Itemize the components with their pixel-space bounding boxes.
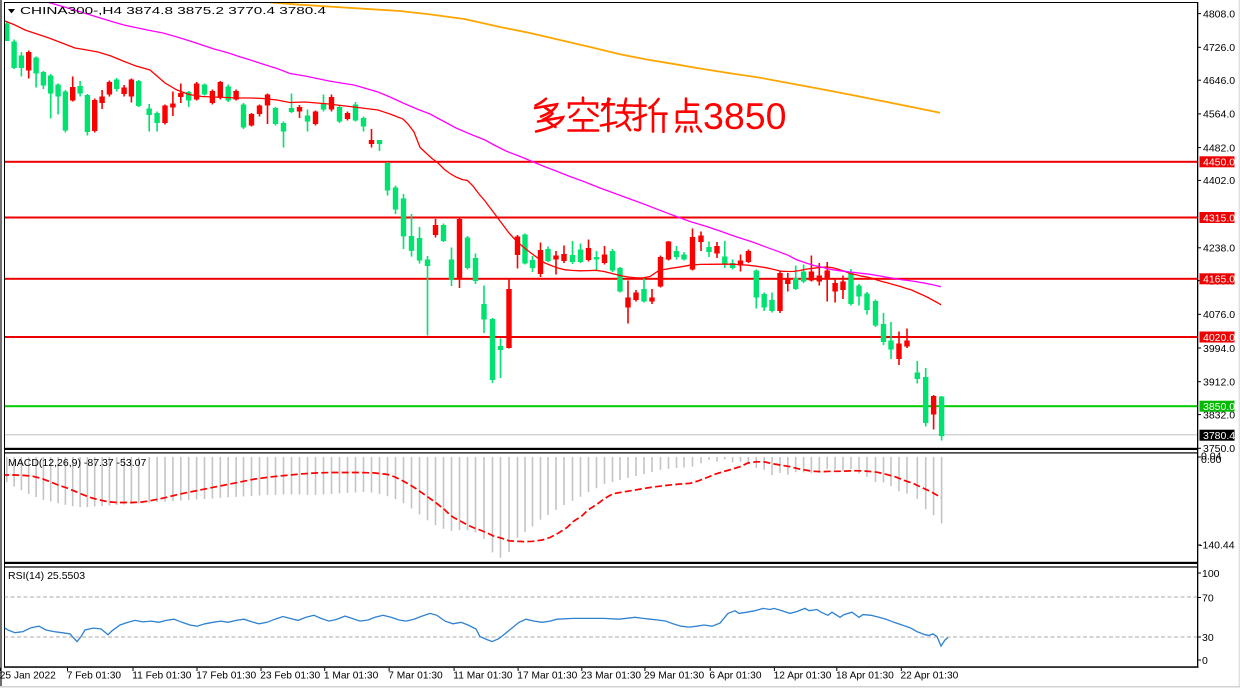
svg-text:17 Mar 01:30: 17 Mar 01:30 <box>517 671 577 682</box>
svg-text:23 Feb 01:30: 23 Feb 01:30 <box>260 671 320 682</box>
svg-text:RSI(14) 25.5503: RSI(14) 25.5503 <box>8 570 85 582</box>
svg-text:4402.0: 4402.0 <box>1203 175 1235 187</box>
svg-text:7 Feb 01:30: 7 Feb 01:30 <box>67 671 122 682</box>
svg-text:22 Apr 01:30: 22 Apr 01:30 <box>901 671 959 682</box>
svg-text:7 Mar 01:30: 7 Mar 01:30 <box>388 671 443 682</box>
svg-text:3994.0: 3994.0 <box>1203 343 1235 355</box>
svg-text:23 Mar 01:30: 23 Mar 01:30 <box>581 671 641 682</box>
svg-text:4076.0: 4076.0 <box>1203 309 1235 321</box>
svg-text:12 Apr 01:30: 12 Apr 01:30 <box>774 671 832 682</box>
svg-text:MACD(12,26,9) -87.37 -53.07: MACD(12,26,9) -87.37 -53.07 <box>8 457 146 469</box>
svg-text:1 Mar 01:30: 1 Mar 01:30 <box>324 671 379 682</box>
svg-text:11 Mar 01:30: 11 Mar 01:30 <box>453 671 513 682</box>
svg-text:18 Apr 01:30: 18 Apr 01:30 <box>836 671 894 682</box>
svg-text:4646.0: 4646.0 <box>1203 75 1235 87</box>
svg-text:0.00: 0.00 <box>1201 454 1222 466</box>
svg-text:3850: 3850 <box>703 95 786 137</box>
svg-text:100: 100 <box>1202 568 1220 580</box>
svg-text:3850.0: 3850.0 <box>1203 401 1235 413</box>
svg-text:4726.0: 4726.0 <box>1203 42 1235 54</box>
svg-text:4808.0: 4808.0 <box>1203 8 1235 20</box>
svg-text:3780.4: 3780.4 <box>1203 430 1235 442</box>
svg-text:4564.0: 4564.0 <box>1203 109 1235 121</box>
svg-text:4482.0: 4482.0 <box>1203 142 1235 154</box>
svg-text:4020.0: 4020.0 <box>1203 332 1235 344</box>
svg-text:30: 30 <box>1202 632 1214 644</box>
svg-text:4165.0: 4165.0 <box>1203 274 1235 286</box>
svg-text:29 Mar 01:30: 29 Mar 01:30 <box>644 671 704 682</box>
svg-text:4315.0: 4315.0 <box>1203 212 1235 224</box>
svg-text:70: 70 <box>1202 592 1214 604</box>
svg-text:-140.44: -140.44 <box>1199 540 1235 552</box>
svg-text:17 Feb 01:30: 17 Feb 01:30 <box>196 671 256 682</box>
svg-text:3750.0: 3750.0 <box>1203 443 1235 455</box>
svg-text:0: 0 <box>1202 655 1208 667</box>
svg-text:25 Jan 2022: 25 Jan 2022 <box>0 671 56 682</box>
svg-text:11 Feb 01:30: 11 Feb 01:30 <box>132 671 192 682</box>
svg-text:0.04: 0.04 <box>1201 451 1222 463</box>
svg-text:6 Apr 01:30: 6 Apr 01:30 <box>709 671 761 682</box>
svg-text:4450.0: 4450.0 <box>1203 157 1235 169</box>
svg-text:CHINA300-,H4 3874.8 3875.2 37: CHINA300-,H4 3874.8 3875.2 3770.4 3780.4 <box>20 5 326 17</box>
svg-text:3832.0: 3832.0 <box>1203 409 1235 421</box>
svg-text:4238.0: 4238.0 <box>1203 243 1235 255</box>
svg-text:3912.0: 3912.0 <box>1203 377 1235 389</box>
